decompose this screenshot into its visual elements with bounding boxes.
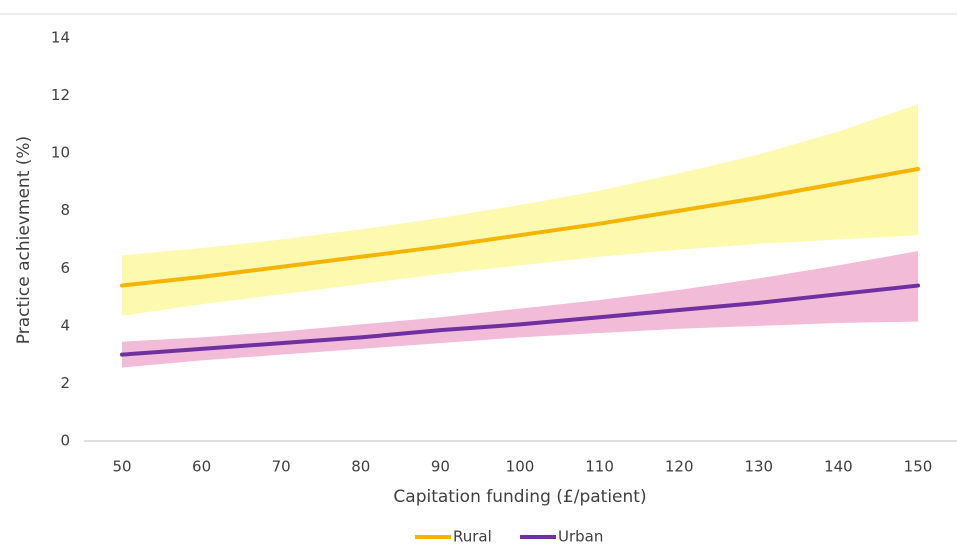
legend-label: Urban bbox=[558, 528, 603, 546]
y-tick-label: 0 bbox=[60, 432, 70, 450]
y-axis-title: Practice achievment (%) bbox=[14, 136, 34, 344]
x-tick-label: 100 bbox=[506, 458, 535, 476]
x-tick-label: 70 bbox=[272, 458, 291, 476]
x-axis-title: Capitation funding (£/patient) bbox=[393, 487, 646, 507]
y-tick-label: 4 bbox=[60, 316, 70, 334]
x-tick-label: 90 bbox=[431, 458, 450, 476]
line bbox=[120, 283, 920, 357]
x-tick-label: 80 bbox=[351, 458, 370, 476]
y-tick-label: 14 bbox=[51, 29, 70, 47]
x-tick-label: 130 bbox=[744, 458, 773, 476]
x-tick-label: 60 bbox=[192, 458, 211, 476]
x-tick-label: 50 bbox=[112, 458, 131, 476]
y-tick-label: 2 bbox=[60, 374, 70, 392]
x-tick-label: 140 bbox=[824, 458, 853, 476]
x-tick-label: 150 bbox=[904, 458, 933, 476]
x-tick-label: 120 bbox=[665, 458, 694, 476]
y-tick-label: 12 bbox=[51, 86, 70, 104]
line bbox=[120, 166, 920, 288]
x-tick-label: 110 bbox=[585, 458, 614, 476]
legend-label: Rural bbox=[453, 528, 492, 546]
y-tick-label: 10 bbox=[51, 144, 70, 162]
y-tick-label: 6 bbox=[60, 259, 70, 277]
y-tick-label: 8 bbox=[60, 201, 70, 219]
